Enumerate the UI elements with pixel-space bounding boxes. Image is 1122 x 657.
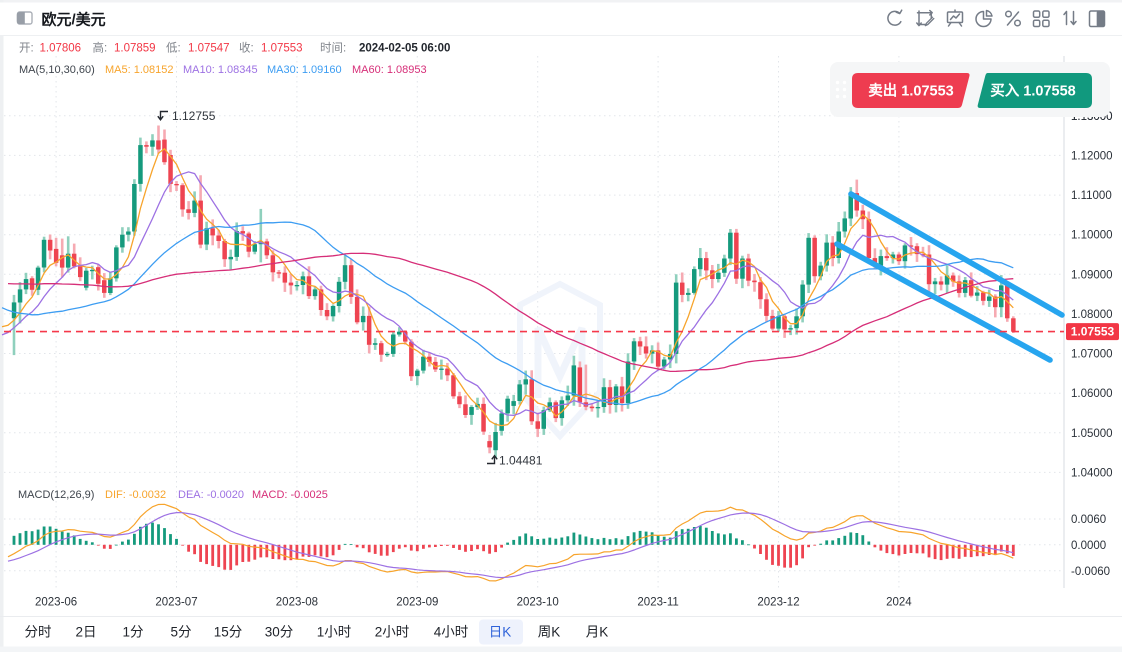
svg-text:2023-08: 2023-08: [276, 597, 318, 609]
svg-text:2023-09: 2023-09: [396, 597, 438, 609]
svg-text:-0.0060: -0.0060: [1071, 566, 1110, 578]
svg-text:高:: 高:: [93, 41, 108, 55]
svg-text:1.05000: 1.05000: [1071, 428, 1113, 440]
svg-text:欧元/美元: 欧元/美元: [42, 11, 106, 29]
svg-text:MACD: -0.0025: MACD: -0.0025: [252, 489, 328, 501]
svg-text:2日: 2日: [75, 625, 96, 640]
svg-text:1.07000: 1.07000: [1071, 349, 1113, 361]
svg-text:MA10: 1.08345: MA10: 1.08345: [183, 64, 258, 76]
svg-text:月K: 月K: [586, 625, 609, 640]
svg-text:1.09000: 1.09000: [1071, 269, 1113, 281]
svg-text:DEA: -0.0020: DEA: -0.0020: [178, 489, 244, 501]
svg-text:2023-10: 2023-10: [517, 597, 559, 609]
svg-text:分时: 分时: [25, 625, 52, 640]
svg-text:时间:: 时间:: [320, 42, 346, 55]
svg-text:MACD(12,26,9): MACD(12,26,9): [18, 489, 94, 501]
svg-text:2023-11: 2023-11: [637, 597, 678, 609]
svg-text:1.12000: 1.12000: [1071, 150, 1113, 162]
svg-text:日K: 日K: [489, 625, 512, 640]
svg-text:15分: 15分: [214, 625, 243, 640]
svg-text:1.07553: 1.07553: [261, 43, 303, 55]
svg-text:MA(5,10,30,60): MA(5,10,30,60): [19, 64, 95, 76]
svg-text:DIF: -0.0032: DIF: -0.0032: [105, 489, 166, 501]
svg-text:收:: 收:: [239, 41, 254, 55]
svg-text:2小时: 2小时: [375, 625, 410, 640]
svg-text:1.08000: 1.08000: [1071, 309, 1113, 321]
svg-text:30分: 30分: [265, 625, 294, 640]
svg-text:1分: 1分: [122, 625, 143, 640]
svg-text:2023-12: 2023-12: [757, 597, 799, 609]
svg-text:2023-06: 2023-06: [35, 597, 77, 609]
svg-text:开:: 开:: [19, 43, 34, 55]
svg-text:1.12755: 1.12755: [172, 109, 216, 123]
svg-text:1.07859: 1.07859: [114, 43, 156, 55]
svg-text:1.07547: 1.07547: [188, 43, 230, 55]
svg-text:1.07553: 1.07553: [1071, 325, 1115, 339]
svg-text:1.04481: 1.04481: [499, 454, 543, 468]
svg-text:1.04000: 1.04000: [1071, 467, 1113, 479]
svg-text:1.07806: 1.07806: [40, 43, 82, 55]
svg-text:2024: 2024: [886, 597, 912, 609]
svg-text:买入 1.07558: 买入 1.07558: [990, 83, 1075, 100]
svg-text:1.11000: 1.11000: [1071, 190, 1112, 202]
svg-text:1.10000: 1.10000: [1071, 230, 1113, 242]
svg-text:2024-02-05 06:00: 2024-02-05 06:00: [359, 43, 450, 55]
svg-text:周K: 周K: [538, 625, 561, 640]
svg-text:MA60: 1.08953: MA60: 1.08953: [352, 64, 427, 76]
svg-text:1.06000: 1.06000: [1071, 388, 1113, 400]
svg-text:MA30: 1.09160: MA30: 1.09160: [267, 64, 342, 76]
svg-text:0.0060: 0.0060: [1071, 514, 1106, 526]
svg-text:MA5: 1.08152: MA5: 1.08152: [105, 64, 174, 76]
svg-text:5分: 5分: [170, 625, 191, 640]
svg-text:2023-07: 2023-07: [155, 597, 197, 609]
svg-text:4小时: 4小时: [434, 625, 469, 640]
svg-text:0.0000: 0.0000: [1071, 540, 1106, 552]
svg-text:低:: 低:: [166, 42, 181, 55]
svg-text:1小时: 1小时: [317, 625, 352, 640]
svg-text:卖出 1.07553: 卖出 1.07553: [868, 82, 953, 100]
